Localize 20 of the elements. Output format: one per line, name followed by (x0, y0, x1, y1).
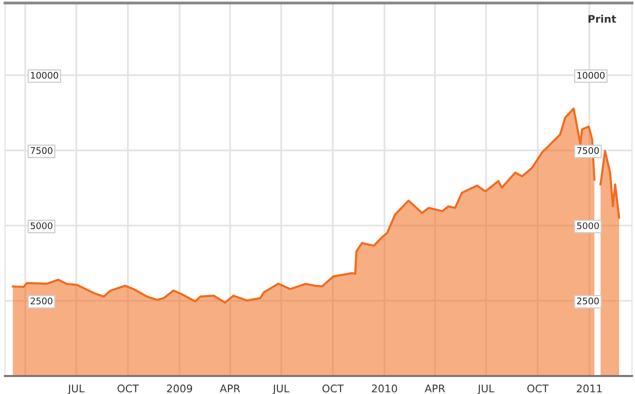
y2-tick-label: 10000 (577, 72, 605, 79)
y-tick-label: 7500 (30, 147, 52, 154)
x-tick-label: APR (220, 384, 240, 392)
x-tick-label: 2010 (372, 384, 398, 392)
x-tick-label: OCT (118, 384, 139, 392)
y2-tick-label: 7500 (577, 147, 599, 154)
y-tick-label: 10000 (30, 72, 58, 79)
x-tick-label: APR (424, 384, 445, 392)
x-tick-label: 2009 (167, 384, 192, 392)
x-tick-label: JUL (477, 384, 494, 394)
annotation: Print (588, 14, 616, 23)
x-tick-label: OCT (322, 384, 344, 392)
y2-tick-label: 2500 (577, 298, 599, 304)
y2-tick-label: 5000 (577, 222, 599, 230)
x-tick-label: OCT (527, 384, 549, 392)
x-tick-label: JUL (272, 384, 290, 394)
y-tick-label: 5000 (30, 222, 52, 230)
x-tick-label: 2011 (576, 384, 602, 392)
x-tick-label: JUL (68, 384, 84, 394)
y-tick-label: 2500 (30, 298, 52, 304)
